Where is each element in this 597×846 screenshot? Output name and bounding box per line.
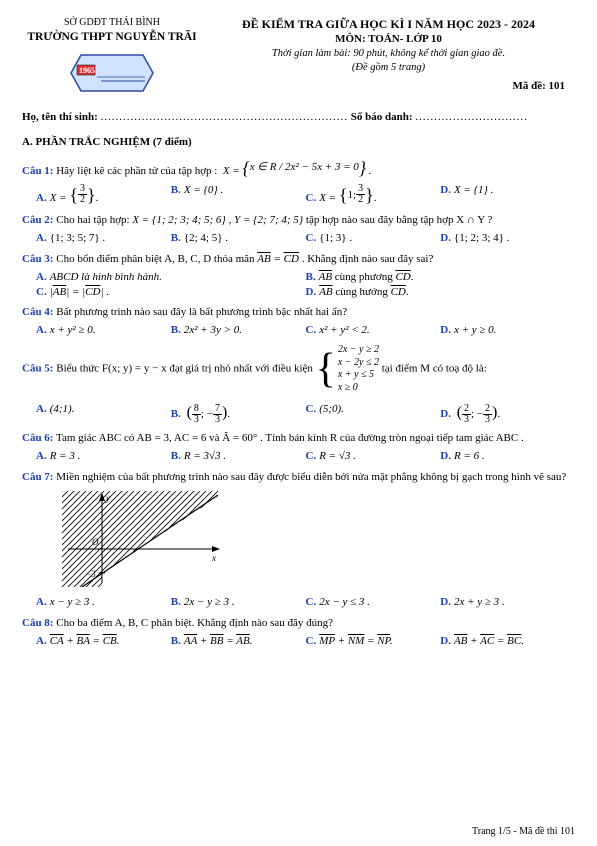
q1-opt-c: C.X = 1;32. bbox=[306, 183, 441, 207]
q3-opt-d: D.AB cùng hướng CD. bbox=[306, 285, 576, 300]
question-8: Câu 8: Cho ba điểm A, B, C phân biệt. Kh… bbox=[22, 616, 575, 649]
q3-opt-b: B.AB cùng phương CD. bbox=[306, 270, 576, 285]
q5-opt-d: D. (23; −23). bbox=[440, 402, 575, 425]
page-footer: Trang 1/5 - Mã đề thi 101 bbox=[472, 825, 575, 839]
q6-text: Tam giác ABC có AB = 3, AC = 6 và Â = 60… bbox=[56, 432, 524, 444]
q2-x: X = {1; 2; 3; 4; 5; 6} , bbox=[132, 214, 231, 226]
header-right: ĐỀ KIỂM TRA GIỮA HỌC KÌ I NĂM HỌC 2023 -… bbox=[202, 16, 575, 102]
q2-opt-d: D.{1; 2; 3; 4} . bbox=[440, 231, 575, 246]
q3-label: Câu 3: bbox=[22, 253, 53, 265]
q7-opt-c: C.2x − y ≤ 3 . bbox=[306, 595, 441, 610]
q8-text: Cho ba điểm A, B, C phân biệt. Khẳng địn… bbox=[56, 617, 333, 629]
question-4: Câu 4: Bất phương trình nào sau đây là b… bbox=[22, 305, 575, 338]
id-label: Số báo danh: bbox=[351, 111, 416, 123]
q5-opt-a: A.(4;1). bbox=[36, 402, 171, 425]
q2-text-b: tập hợp nào sau đây bằng tập hợp X ∩ Y ? bbox=[306, 214, 492, 226]
question-6: Câu 6: Tam giác ABC có AB = 3, AC = 6 và… bbox=[22, 431, 575, 464]
q6-opt-d: D.R = 6 . bbox=[440, 449, 575, 464]
question-2: Câu 2: Cho hai tập hợp: X = {1; 2; 3; 4;… bbox=[22, 213, 575, 246]
question-7: Câu 7: Miền nghiệm của bất phương trình … bbox=[22, 470, 575, 611]
svg-text:x: x bbox=[211, 553, 216, 563]
q8-opt-d: D.AB + AC = BC. bbox=[440, 634, 575, 649]
q5-opt-b: B. (83; −73). bbox=[171, 402, 306, 425]
q7-opt-b: B.2x − y ≥ 3 . bbox=[171, 595, 306, 610]
q7-opt-d: D.2x + y ≥ 3 . bbox=[440, 595, 575, 610]
exam-subject: MÔN: TOÁN- LỚP 10 bbox=[202, 32, 575, 47]
question-3: Câu 3: Cho bốn điểm phân biệt A, B, C, D… bbox=[22, 252, 575, 300]
q1-text: Hãy liệt kê các phần tử của tập hợp : bbox=[56, 165, 217, 177]
q5-label: Câu 5: bbox=[22, 363, 53, 375]
question-5: Câu 5: Biểu thức F(x; y) = y − x đạt giá… bbox=[22, 344, 575, 425]
q1-label: Câu 1: bbox=[22, 165, 53, 177]
q5-text-a: Biểu thức F(x; y) = y − x đạt giá trị nh… bbox=[56, 363, 315, 375]
q7-label: Câu 7: bbox=[22, 471, 53, 483]
candidate-line: Họ, tên thí sinh: ......................… bbox=[22, 110, 575, 125]
q7-figure: O y x −3 bbox=[62, 491, 575, 592]
q8-opt-c: C.MP + NM = NP. bbox=[306, 634, 441, 649]
q2-y: Y = {2; 7; 4; 5} bbox=[234, 214, 303, 226]
svg-text:1965: 1965 bbox=[79, 66, 95, 75]
question-1: Câu 1: Hãy liệt kê các phần tử của tập h… bbox=[22, 156, 575, 208]
q6-label: Câu 6: bbox=[22, 432, 53, 444]
header-left: SỞ GDĐT THÁI BÌNH TRƯỜNG THPT NGUYỄN TRÃ… bbox=[22, 16, 202, 102]
school-name: TRƯỜNG THPT NGUYỄN TRÃI bbox=[22, 30, 202, 46]
exam-code: Mã đề: 101 bbox=[202, 79, 565, 94]
q4-opt-b: B.2x² + 3y > 0. bbox=[171, 323, 306, 338]
q2-opt-b: B.{2; 4; 5} . bbox=[171, 231, 306, 246]
exam-timing: Thời gian làm bài: 90 phút, không kể thờ… bbox=[202, 47, 575, 61]
q8-label: Câu 8: bbox=[22, 617, 53, 629]
q2-text-a: Cho hai tập hợp: bbox=[56, 214, 132, 226]
name-label: Họ, tên thí sinh: bbox=[22, 111, 101, 123]
q4-opt-c: C.x² + y² < 2. bbox=[306, 323, 441, 338]
department-label: SỞ GDĐT THÁI BÌNH bbox=[22, 16, 202, 30]
section-a-title: A. PHẦN TRẮC NGHIỆM (7 điểm) bbox=[22, 135, 575, 150]
q4-text: Bất phương trình nào sau đây là bất phươ… bbox=[56, 306, 347, 318]
q6-opt-a: A.R = 3 . bbox=[36, 449, 171, 464]
q5-system: { 2x − y ≥ 2 x − 2y ≤ 2 x + y ≤ 5 x ≥ 0 bbox=[316, 344, 379, 394]
page-header: SỞ GDĐT THÁI BÌNH TRƯỜNG THPT NGUYỄN TRÃ… bbox=[22, 16, 575, 102]
q1-opt-d: D.X = {1} . bbox=[440, 183, 575, 207]
q8-opt-b: B.AA + BB = AB. bbox=[171, 634, 306, 649]
q1-opt-b: B.X = {0} . bbox=[171, 183, 306, 207]
q6-opt-c: C.R = √3 . bbox=[306, 449, 441, 464]
q8-opt-a: A.CA + BA = CB. bbox=[36, 634, 171, 649]
school-logo: 1965 bbox=[67, 49, 157, 102]
q5-opt-c: C.(5;0). bbox=[306, 402, 441, 425]
q3-text: Cho bốn điểm phân biệt A, B, C, D thỏa m… bbox=[56, 253, 257, 265]
q4-opt-d: D.x + y ≥ 0. bbox=[440, 323, 575, 338]
q1-opt-a: A.X = 32. bbox=[36, 183, 171, 207]
q7-opt-a: A.x − y ≥ 3 . bbox=[36, 595, 171, 610]
q2-opt-c: C.{1; 3} . bbox=[306, 231, 441, 246]
exam-title: ĐỀ KIỂM TRA GIỮA HỌC KÌ I NĂM HỌC 2023 -… bbox=[202, 16, 575, 32]
q3-opt-a: A.ABCD là hình bình hành. bbox=[36, 270, 306, 285]
q7-text: Miền nghiệm của bất phương trình nào sau… bbox=[56, 471, 566, 483]
q2-label: Câu 2: bbox=[22, 214, 53, 226]
q4-opt-a: A.x + y² ≥ 0. bbox=[36, 323, 171, 338]
q5-text-b: tại điểm M có toạ độ là: bbox=[382, 363, 487, 375]
q3-tail: . Khẳng định nào sau đây sai? bbox=[302, 253, 434, 265]
q6-opt-b: B.R = 3√3 . bbox=[171, 449, 306, 464]
exam-pages-note: (Đề gồm 5 trang) bbox=[202, 61, 575, 75]
q1-expr: X = x ∈ R / 2x² − 5x + 3 = 0 . bbox=[220, 165, 371, 177]
q2-opt-a: A.{1; 3; 5; 7} . bbox=[36, 231, 171, 246]
q3-opt-c: C.|AB| = |CD| . bbox=[36, 285, 306, 300]
q4-label: Câu 4: bbox=[22, 306, 53, 318]
